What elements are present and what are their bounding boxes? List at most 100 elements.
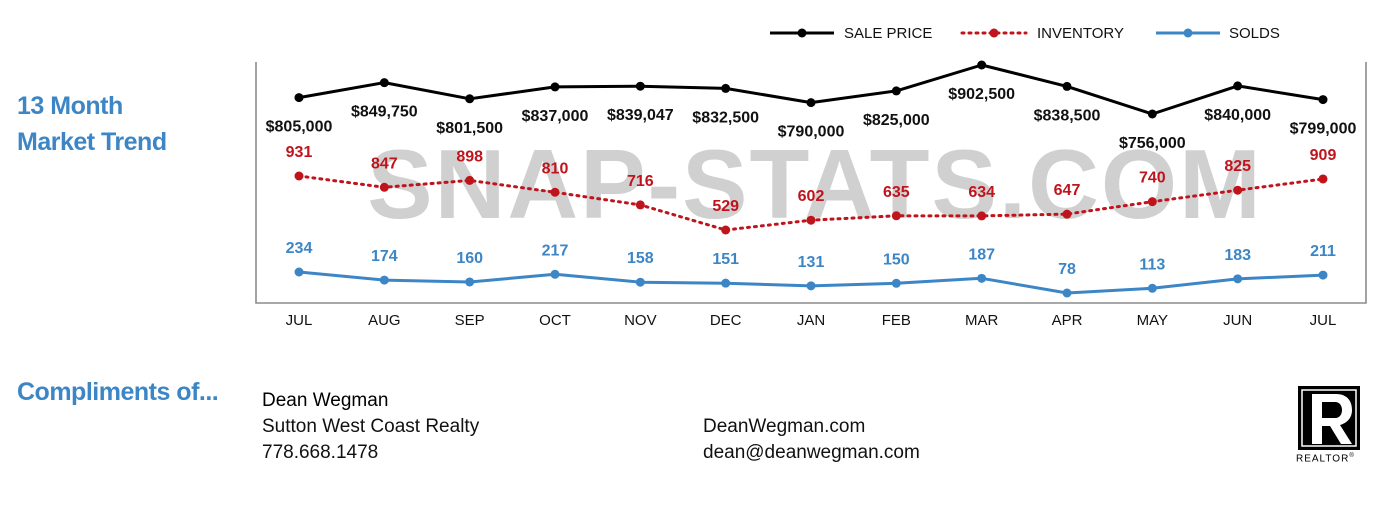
data-point	[465, 175, 475, 185]
x-tick-label: JAN	[797, 312, 825, 329]
x-tick-label: JUL	[286, 312, 313, 329]
data-label: 187	[968, 246, 995, 263]
realtor-r-icon	[1298, 386, 1360, 450]
chart-title-line-2: Market Trend	[17, 128, 167, 156]
data-label: 740	[1139, 170, 1166, 187]
data-label: 158	[627, 250, 654, 267]
data-point	[1233, 274, 1243, 284]
data-label: 602	[798, 188, 825, 205]
data-point	[977, 60, 987, 70]
legend-marker	[797, 28, 807, 38]
chart-title: 13 Month Market Trend	[17, 88, 167, 160]
data-point	[806, 281, 816, 291]
data-label: 529	[712, 198, 739, 215]
data-label: 211	[1310, 243, 1336, 260]
data-point	[721, 225, 731, 235]
data-point	[379, 275, 389, 285]
data-label: $838,500	[1034, 107, 1101, 124]
data-point	[635, 200, 645, 210]
data-point	[1062, 81, 1072, 91]
data-point	[1318, 174, 1328, 184]
data-point	[294, 267, 304, 277]
data-label: 150	[883, 251, 910, 268]
x-tick-label: FEB	[882, 312, 911, 329]
data-point	[550, 82, 560, 92]
data-label: 78	[1058, 261, 1076, 278]
x-tick-label: SEP	[455, 312, 485, 329]
data-point	[1233, 185, 1243, 195]
x-tick-label: NOV	[624, 312, 657, 329]
data-label: $902,500	[948, 86, 1015, 103]
data-label: $832,500	[692, 109, 759, 126]
data-point	[1318, 95, 1328, 105]
data-point	[977, 273, 987, 283]
x-tick-label: DEC	[710, 312, 742, 329]
data-label: $790,000	[778, 124, 845, 141]
data-point	[1318, 270, 1328, 280]
data-label: 183	[1224, 247, 1251, 264]
series-0: $805,000 $849,750 $801,500 $837,000 $839,047…	[266, 60, 1357, 152]
legend: SALE PRICE INVENTORY SOLDS	[770, 25, 1280, 42]
series-2: 234 174 160 217 158 151 131 150 187 78 113 183 211	[286, 240, 1336, 298]
data-point	[465, 94, 475, 104]
data-label: 217	[542, 242, 569, 259]
data-label: $805,000	[266, 119, 333, 136]
agent-contact: DeanWegman.com dean@deanwegman.com	[703, 414, 920, 466]
data-point	[294, 93, 304, 103]
data-label: 847	[371, 155, 398, 172]
compliments-label: Compliments of...	[17, 378, 219, 406]
data-label: 634	[968, 184, 995, 201]
legend-item: INVENTORY	[960, 25, 1124, 42]
data-label: $837,000	[522, 108, 589, 125]
agent-email: dean@deanwegman.com	[703, 442, 920, 463]
data-point	[1062, 288, 1072, 298]
data-point	[635, 277, 645, 287]
data-point	[806, 98, 816, 108]
data-point	[1147, 283, 1157, 293]
data-label: $799,000	[1290, 121, 1357, 138]
legend-item: SALE PRICE	[770, 25, 932, 42]
data-point	[1062, 209, 1072, 219]
data-point	[294, 171, 304, 181]
legend-marker	[1183, 28, 1193, 38]
market-trend-chart: SNAP-STATS.COM SALE PRICE INVENTORY SOLDS …	[255, 25, 1367, 329]
data-label: 151	[712, 251, 739, 268]
data-label: $849,750	[351, 104, 418, 121]
data-point	[721, 83, 731, 93]
data-point	[379, 78, 389, 88]
legend-label: INVENTORY	[1037, 25, 1124, 42]
legend-label: SOLDS	[1229, 25, 1280, 42]
data-label: 898	[456, 148, 483, 165]
data-label: $801,500	[436, 120, 503, 137]
data-label: 113	[1139, 256, 1165, 273]
x-tick-label: OCT	[539, 312, 571, 329]
agent-company: Sutton West Coast Realty	[262, 416, 480, 437]
x-tick-label: MAY	[1137, 312, 1168, 329]
x-tick-label: APR	[1052, 312, 1083, 329]
data-point	[1233, 81, 1243, 91]
data-label: 909	[1310, 147, 1337, 164]
legend-item: SOLDS	[1156, 25, 1280, 42]
data-point	[1147, 197, 1157, 207]
data-point	[891, 278, 901, 288]
data-label: $840,000	[1204, 107, 1271, 124]
realtor-logo-label: REALTOR®	[1296, 453, 1355, 465]
data-label: $756,000	[1119, 135, 1186, 152]
realtor-logo: REALTOR®	[1296, 386, 1372, 472]
x-tick-label: JUL	[1310, 312, 1337, 329]
agent-phone: 778.668.1478	[262, 442, 379, 463]
data-label: 825	[1224, 158, 1251, 175]
data-point	[977, 211, 987, 221]
x-tick-label: JUN	[1223, 312, 1252, 329]
data-label: 931	[286, 144, 313, 161]
data-label: 647	[1054, 182, 1081, 199]
data-label: 234	[286, 240, 313, 257]
data-label: 131	[798, 254, 825, 271]
series-1: 931 847 898 810 716 529 602 635 634 647 740 825 909	[286, 144, 1337, 235]
x-tick-label: MAR	[965, 312, 999, 329]
plot-border	[255, 62, 1367, 304]
plot-frame	[255, 62, 1367, 304]
agent-name: Dean Wegman	[262, 390, 389, 411]
data-point	[550, 187, 560, 197]
data-label: $825,000	[863, 112, 930, 129]
